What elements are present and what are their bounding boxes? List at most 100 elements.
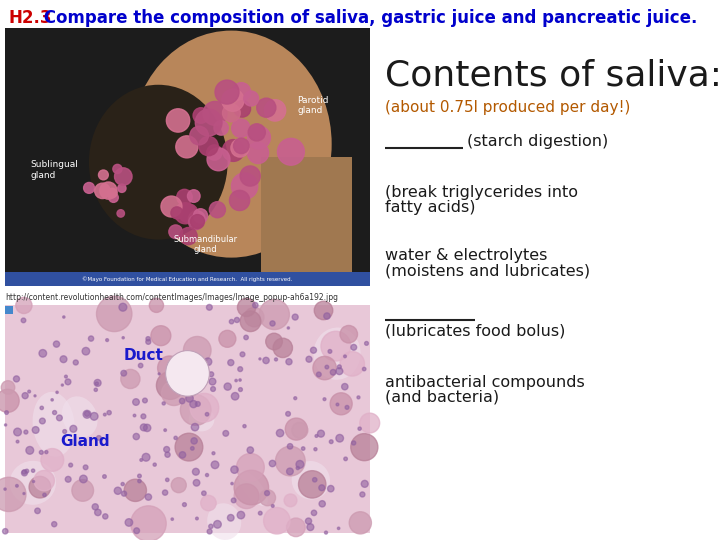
Circle shape [315,435,318,437]
Circle shape [138,480,141,483]
Text: Gland: Gland [60,434,110,449]
Circle shape [274,358,277,361]
Circle shape [191,447,194,450]
Circle shape [351,345,356,350]
Circle shape [277,138,305,165]
Ellipse shape [313,328,361,380]
Circle shape [219,330,236,347]
Circle shape [192,423,199,431]
Circle shape [286,411,290,416]
Circle shape [121,370,127,376]
Circle shape [42,493,46,497]
Circle shape [171,377,178,384]
Circle shape [325,531,328,534]
Circle shape [189,211,205,227]
Circle shape [324,313,330,319]
Circle shape [345,406,349,409]
Circle shape [171,518,174,521]
Circle shape [233,138,249,153]
Circle shape [41,449,64,471]
Circle shape [166,478,169,482]
Ellipse shape [62,396,98,437]
Circle shape [72,480,94,501]
Circle shape [96,296,132,332]
Circle shape [312,477,317,482]
Circle shape [106,339,109,341]
Circle shape [222,139,244,161]
Circle shape [319,485,325,491]
Text: ©Mayo Foundation for Medical Education and Research.  All rights reserved.: ©Mayo Foundation for Medical Education a… [82,276,293,282]
Circle shape [269,460,276,467]
Circle shape [243,424,246,428]
Circle shape [338,527,340,530]
Circle shape [122,491,127,496]
Circle shape [336,368,343,375]
Circle shape [96,436,102,440]
Circle shape [228,360,234,366]
Circle shape [22,393,28,399]
Circle shape [238,298,256,316]
Circle shape [103,514,108,519]
Circle shape [205,474,209,477]
Text: Submandibular
gland: Submandibular gland [174,235,238,254]
Circle shape [52,522,57,527]
Circle shape [296,461,304,468]
Circle shape [286,359,292,365]
Circle shape [232,83,251,101]
Circle shape [51,399,53,401]
Circle shape [108,188,117,198]
Circle shape [207,305,212,310]
Circle shape [231,466,238,474]
Circle shape [1,381,15,394]
Circle shape [0,477,26,511]
Circle shape [180,383,184,387]
Ellipse shape [166,350,210,396]
Circle shape [209,378,216,385]
Circle shape [358,427,361,430]
Circle shape [259,490,276,506]
Circle shape [156,372,184,400]
Circle shape [92,504,99,510]
Circle shape [287,327,289,329]
Circle shape [195,402,200,406]
Circle shape [292,422,308,438]
Circle shape [259,299,289,329]
Circle shape [63,430,66,434]
Circle shape [34,395,36,397]
Circle shape [100,182,117,199]
Circle shape [340,352,364,376]
Text: Compare the composition of saliva, gastric juice and pancreatic juice.: Compare the composition of saliva, gastr… [38,9,698,27]
Circle shape [40,450,43,454]
Circle shape [191,214,204,228]
Circle shape [234,318,240,322]
Circle shape [245,307,264,327]
Circle shape [237,454,264,481]
Circle shape [142,454,150,461]
Text: Sublingual
gland: Sublingual gland [30,160,78,180]
Text: Parotid
gland: Parotid gland [297,96,328,115]
Circle shape [190,126,208,145]
Circle shape [237,511,245,519]
Circle shape [180,395,211,426]
Circle shape [29,476,50,498]
Circle shape [248,143,269,164]
Circle shape [32,469,35,472]
Circle shape [182,503,186,507]
Circle shape [349,512,372,534]
Circle shape [143,398,148,403]
Circle shape [203,102,227,125]
Circle shape [232,119,250,137]
Circle shape [240,311,261,332]
Circle shape [194,209,207,223]
Circle shape [14,428,22,436]
Ellipse shape [238,470,268,506]
Circle shape [222,104,240,122]
Text: (break triglycerides into: (break triglycerides into [385,185,578,200]
Circle shape [222,89,244,111]
Circle shape [270,321,275,326]
Circle shape [287,468,293,475]
Circle shape [264,491,269,496]
Circle shape [35,508,40,514]
Circle shape [83,410,91,418]
Circle shape [360,492,365,497]
